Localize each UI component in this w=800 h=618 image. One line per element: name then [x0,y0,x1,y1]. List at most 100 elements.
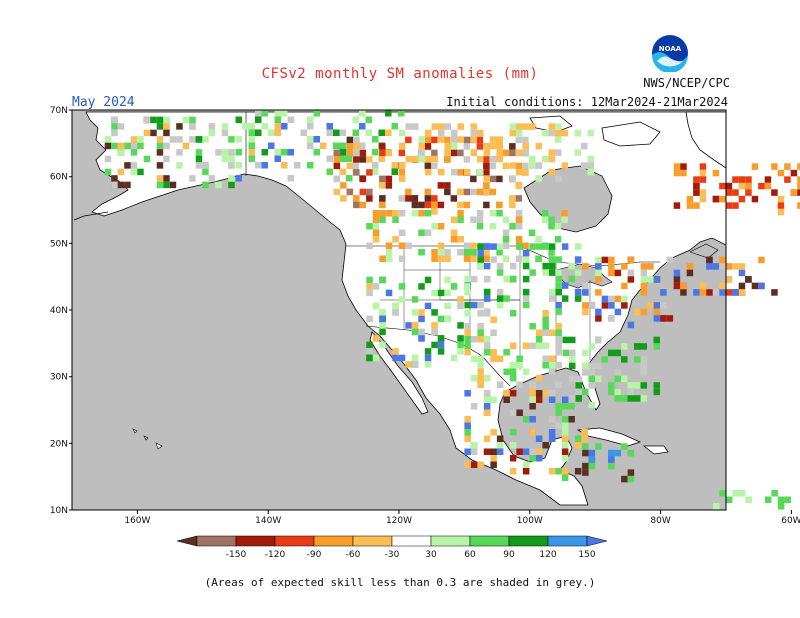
lon-tick-label: 140W [255,516,281,526]
anomaly-cell [529,162,536,169]
anomaly-cell [143,129,151,137]
anomaly-cell [732,490,739,497]
anomaly-cell [503,349,510,356]
anomaly-cell [529,381,536,388]
skill-footnote: (Areas of expected skill less than 0.3 a… [204,576,596,589]
anomaly-cell [411,309,419,316]
anomaly-cell [535,396,543,403]
anomaly-cell [555,282,562,289]
anomaly-cell [548,362,556,369]
anomaly-cell [509,175,516,183]
anomaly-cell [353,169,360,176]
anomaly-cell [680,289,687,296]
anomaly-cell [176,162,183,169]
anomaly-cell [555,123,562,130]
anomaly-cell [470,255,477,262]
anomaly-cell [777,496,785,503]
anomaly-cell [574,295,582,302]
anomaly-cell [431,328,438,336]
anomaly-cell [398,210,406,217]
anomaly-cell [535,162,542,169]
anomaly-cell [235,175,242,182]
anomaly-cell [515,255,523,262]
anomaly-cell [515,210,523,217]
anomaly-cell [653,336,660,344]
anomaly-cell [372,210,380,217]
anomaly-cell [470,249,477,256]
anomaly-cell [424,210,432,217]
anomaly-cell [699,282,707,290]
anomaly-cell [555,468,562,475]
anomaly-cell [542,362,549,369]
anomaly-cell [464,275,471,283]
anomaly-cell [509,143,516,150]
anomaly-cell [490,461,497,468]
anomaly-cell [366,348,373,355]
anomaly-cell [732,202,739,209]
anomaly-cell [712,503,720,510]
anomaly-cell [176,136,183,143]
anomaly-cell [535,455,543,462]
anomaly-cell [771,490,778,497]
anomaly-cell [797,163,800,170]
anomaly-cell [470,275,478,283]
anomaly-cell [457,216,464,223]
anomaly-cell [712,263,720,270]
anomaly-cell [163,116,170,124]
anomaly-cell [542,310,549,317]
anomaly-cell [457,322,464,329]
anomaly-cell [522,448,530,455]
anomaly-cell [450,283,458,290]
anomaly-cell [477,355,484,362]
anomaly-cell [712,195,720,203]
anomaly-cell [490,455,497,462]
anomaly-cell [346,155,353,162]
colorbar-swatch [274,535,315,547]
anomaly-cell [738,176,746,183]
anomaly-cell [483,275,491,283]
anomaly-cell [719,182,726,190]
anomaly-cell [339,155,346,162]
anomaly-cell [490,256,497,263]
anomaly-cell [255,162,262,169]
anomaly-cell [255,110,262,117]
anomaly-cell [444,289,451,297]
anomaly-cell [137,136,144,143]
anomaly-cell [588,343,595,350]
anomaly-cell [627,321,635,329]
anomaly-cell [581,435,588,442]
anomaly-cell [385,249,393,256]
anomaly-cell [326,155,333,162]
anomaly-cell [732,176,739,183]
anomaly-cell [379,149,386,157]
anomaly-cell [195,149,203,156]
anomaly-cell [457,348,464,355]
anomaly-cell [228,136,235,143]
anomaly-cell [555,422,562,429]
anomaly-cell [555,336,562,343]
anomaly-cell [268,142,275,149]
anomaly-cell [398,149,406,157]
colorbar-swatch [196,535,237,547]
anomaly-cell [535,435,543,442]
anomaly-cell [457,188,464,196]
anomaly-cell [437,201,445,209]
anomaly-cell [313,110,320,117]
anomaly-cell [300,129,307,136]
anomaly-cell [418,328,425,336]
anomaly-cell [555,269,562,276]
anomaly-cell [274,123,281,130]
anomaly-cell [516,355,523,362]
anomaly-cell [627,395,634,402]
anomaly-cell [431,201,438,209]
anomaly-cell [554,236,562,243]
anomaly-cell [548,269,556,276]
anomaly-cell [608,315,615,322]
anomaly-cell [451,136,458,143]
anomaly-cell [502,149,510,157]
anomaly-cell [398,255,406,262]
anomaly-cell [574,256,582,263]
anomaly-cell [450,229,458,236]
anomaly-cell [784,496,791,503]
